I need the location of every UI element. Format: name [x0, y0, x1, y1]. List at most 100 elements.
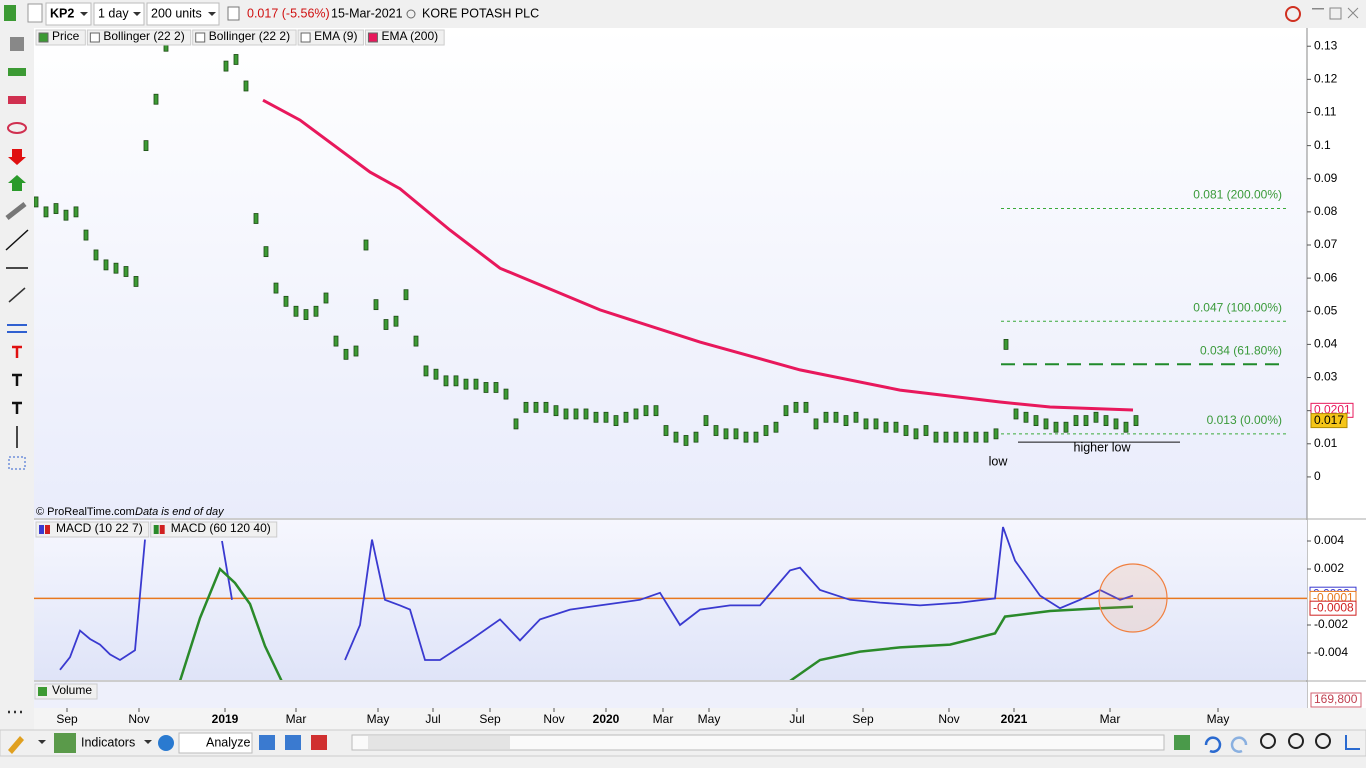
- price-candle: [113, 262, 119, 274]
- sync-icon[interactable]: [1285, 6, 1301, 22]
- price-candle: [423, 365, 429, 377]
- redo-button[interactable]: [1230, 736, 1248, 753]
- ellipse-tool[interactable]: [7, 122, 27, 134]
- price-candle: [633, 408, 639, 420]
- price-candle: [223, 60, 229, 72]
- tool-icon[interactable]: [1174, 735, 1190, 750]
- x-tick-label: Nov: [128, 712, 149, 726]
- zoom-in-button[interactable]: [1315, 733, 1331, 749]
- y-tick-label: 0.08: [1314, 204, 1338, 218]
- ruler-tool[interactable]: [5, 202, 27, 220]
- volume-label: Volume: [52, 683, 92, 697]
- legend-label: MACD (60 120 40): [171, 521, 271, 535]
- price-candle: [973, 431, 979, 443]
- symbol-box[interactable]: [45, 2, 92, 26]
- tool-icon[interactable]: [285, 735, 301, 750]
- macd-plot: [34, 526, 1307, 680]
- scroll-thumb[interactable]: [368, 736, 510, 749]
- analyze-box[interactable]: [178, 732, 253, 754]
- y-tick-label: 0.07: [1314, 237, 1338, 251]
- units-box[interactable]: [146, 2, 220, 26]
- indicators-icon[interactable]: [54, 733, 76, 753]
- price-candle: [333, 335, 339, 347]
- x-tick-label: 2019: [212, 712, 239, 726]
- up-arrow-tool[interactable]: [8, 175, 26, 191]
- price-candle: [123, 266, 129, 277]
- minimize-button[interactable]: [1312, 8, 1324, 10]
- legend-swatch: [38, 687, 47, 696]
- price-candle: [283, 295, 289, 307]
- price-candle: [353, 345, 359, 357]
- line-tool[interactable]: [5, 229, 29, 251]
- zoom-button[interactable]: [1260, 733, 1276, 749]
- x-tick-label: Mar: [1100, 712, 1121, 726]
- price-candle: [1053, 421, 1059, 433]
- legend-box: [86, 29, 192, 46]
- trash-tool[interactable]: [10, 37, 24, 51]
- y-tick-label: 0.11: [1314, 105, 1337, 119]
- channel-tool[interactable]: [7, 324, 27, 333]
- tool-icon[interactable]: [311, 735, 327, 750]
- info-icon[interactable]: [227, 6, 240, 21]
- price-candle: [1103, 415, 1109, 426]
- legend-swatch: [39, 525, 44, 534]
- zoom-out-button[interactable]: [1288, 733, 1304, 749]
- price-candle: [73, 206, 79, 218]
- price-candle: [1093, 411, 1099, 423]
- x-tick-label: Jul: [425, 712, 440, 726]
- text-tool[interactable]: [12, 373, 22, 386]
- period-box[interactable]: [93, 2, 145, 26]
- chart-icon[interactable]: [4, 5, 16, 21]
- price-candle: [1083, 415, 1089, 426]
- scrollbar[interactable]: [351, 734, 1165, 751]
- price-candle: [643, 405, 649, 417]
- price-candle: [1063, 421, 1069, 433]
- legend-box: [364, 29, 445, 46]
- legend-swatch: [45, 525, 50, 534]
- legend-label: EMA (9): [314, 29, 357, 43]
- price-candle: [873, 418, 879, 430]
- price-candle: [403, 289, 409, 301]
- price-candle: [63, 209, 69, 221]
- price-candle: [1133, 415, 1139, 426]
- price-candle: [543, 401, 549, 413]
- chart-type-button[interactable]: [1345, 735, 1360, 750]
- legend-swatch: [300, 32, 311, 43]
- segment-tool[interactable]: [8, 287, 26, 303]
- price-candle: [473, 378, 479, 390]
- fib-tool[interactable]: [8, 96, 26, 104]
- price-candle: [1123, 421, 1129, 433]
- link-icon[interactable]: [27, 3, 43, 23]
- analyze-button[interactable]: Analyze: [206, 735, 251, 749]
- price-candle: [243, 80, 249, 92]
- price-candle: [1013, 408, 1019, 420]
- price-candle: [943, 431, 949, 443]
- ema-line: [262, 98, 1134, 412]
- tool-icon[interactable]: [259, 735, 275, 750]
- text-tool[interactable]: [12, 345, 22, 358]
- price-candle: [863, 418, 869, 430]
- text-tool[interactable]: [12, 401, 22, 414]
- period[interactable]: 1 day: [98, 6, 129, 20]
- macd-last-label: -0.0008: [1313, 600, 1354, 614]
- down-arrow-tool[interactable]: [8, 149, 26, 165]
- source-note: Data is end of day: [135, 506, 225, 518]
- price-candle: [563, 408, 569, 420]
- price-candle: [783, 405, 789, 417]
- close-button[interactable]: [1347, 7, 1359, 19]
- price-candle: [1113, 418, 1119, 430]
- share-icon[interactable]: [158, 735, 174, 751]
- legend-swatch: [89, 32, 100, 43]
- indicators-button[interactable]: Indicators: [81, 735, 135, 749]
- x-tick-label: Mar: [653, 712, 674, 726]
- price-candle: [433, 368, 439, 380]
- symbol[interactable]: KP2: [50, 6, 74, 20]
- units[interactable]: 200 units: [151, 6, 202, 20]
- pencil-icon[interactable]: [8, 736, 24, 754]
- maximize-button[interactable]: [1329, 7, 1342, 20]
- undo-button[interactable]: [1204, 736, 1222, 753]
- y-tick-label: -0.002: [1314, 617, 1348, 631]
- price-candle: [623, 411, 629, 423]
- fib-tool[interactable]: [8, 68, 26, 76]
- rect-tool[interactable]: [8, 456, 26, 470]
